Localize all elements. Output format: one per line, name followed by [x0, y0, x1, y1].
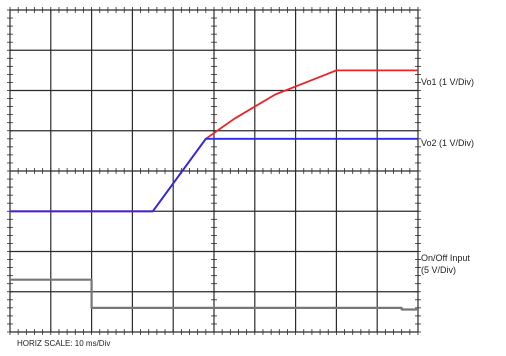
legend-vo1: Vo1 (1 V/Div)	[421, 77, 475, 87]
trace-onoff	[10, 278, 418, 311]
legend-onoff-scale: (5 V/Div)	[421, 265, 457, 275]
x-axis-label: HORIZ SCALE: 10 ms/Div	[17, 339, 111, 348]
trace-vo2	[10, 137, 418, 213]
legend-onoff: On/Off Input	[421, 253, 470, 263]
legend-vo2: Vo2 (1 V/Div)	[421, 138, 475, 148]
